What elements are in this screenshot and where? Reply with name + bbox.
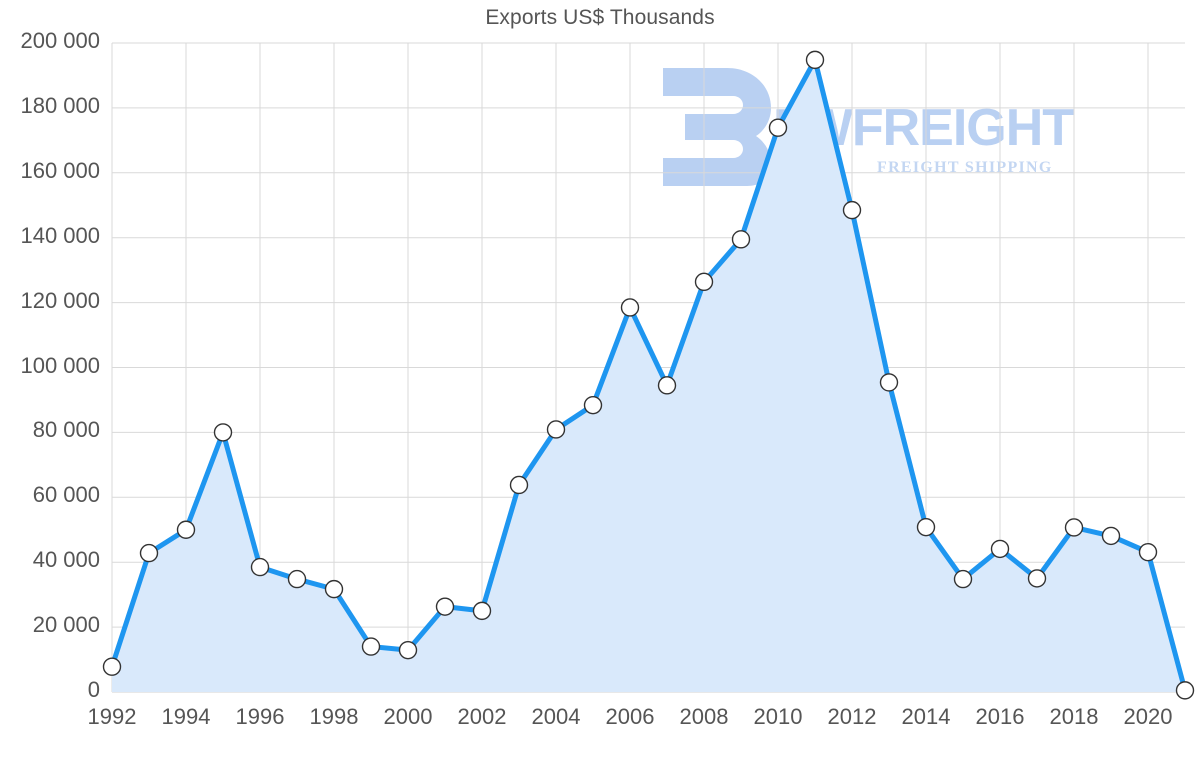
y-axis-tick-label: 200 000	[20, 28, 100, 53]
x-axis-tick-label: 1992	[87, 704, 137, 729]
y-axis-tick-label: 140 000	[20, 222, 100, 248]
data-point-marker[interactable]	[546, 420, 566, 439]
data-point-markers[interactable]	[102, 50, 1195, 700]
data-point-marker[interactable]	[879, 373, 899, 392]
data-point-marker[interactable]	[213, 423, 233, 442]
x-axis-tick-label: 2018	[1049, 704, 1099, 729]
x-axis-tick-label: 2020	[1123, 704, 1173, 729]
x-axis-tick-label: 1996	[235, 704, 285, 729]
data-point-marker[interactable]	[176, 520, 196, 539]
x-axis-tick-label: 2008	[679, 704, 729, 729]
data-point-marker[interactable]	[1064, 518, 1084, 537]
y-axis-tick-label: 60 000	[32, 482, 100, 508]
data-point-marker[interactable]	[287, 569, 307, 589]
data-point-marker[interactable]	[139, 543, 159, 563]
y-axis-tick-label: 160 000	[20, 157, 100, 183]
y-axis-tick-label: 100 000	[20, 352, 100, 378]
x-axis-tick-label: 2012	[827, 704, 877, 729]
y-axis-tick-label: 120 000	[20, 287, 100, 313]
data-point-marker[interactable]	[102, 657, 122, 676]
x-axis-tick-label: 1998	[309, 704, 359, 729]
y-axis-tick-label: 180 000	[20, 92, 100, 118]
y-axis-tick-label: 0	[87, 677, 100, 702]
data-point-marker[interactable]	[694, 272, 714, 292]
data-point-marker[interactable]	[842, 200, 862, 220]
data-point-marker[interactable]	[620, 298, 640, 317]
data-point-marker[interactable]	[509, 475, 529, 495]
data-point-marker[interactable]	[435, 597, 455, 616]
data-point-marker[interactable]	[398, 640, 418, 660]
x-axis-tick-label: 2010	[753, 704, 803, 729]
x-axis-tick-label: 2004	[531, 704, 581, 729]
data-point-marker[interactable]	[953, 569, 973, 589]
x-axis-tick-label: 2002	[457, 704, 507, 729]
x-axis-tick-label: 2000	[383, 704, 433, 729]
data-point-marker[interactable]	[472, 601, 492, 621]
data-point-marker[interactable]	[990, 539, 1010, 559]
data-point-marker[interactable]	[731, 230, 751, 249]
area-fill	[112, 59, 1185, 693]
data-point-marker[interactable]	[361, 637, 381, 656]
data-point-marker[interactable]	[1027, 569, 1047, 588]
data-point-marker[interactable]	[768, 118, 788, 137]
y-axis-tick-label: 20 000	[32, 612, 100, 638]
data-point-marker[interactable]	[1101, 526, 1121, 546]
x-axis-tick-label: 2006	[605, 704, 655, 729]
data-point-marker[interactable]	[583, 395, 603, 415]
x-axis-tick-label: 2016	[975, 704, 1025, 729]
data-point-marker[interactable]	[1138, 542, 1158, 562]
data-point-marker[interactable]	[657, 376, 677, 395]
x-axis-tick-label: 1994	[161, 704, 211, 729]
data-point-marker[interactable]	[1175, 681, 1195, 700]
y-axis-tick-label: 80 000	[32, 417, 100, 443]
x-axis-tick-label: 2014	[901, 704, 951, 729]
data-point-marker[interactable]	[324, 579, 344, 599]
data-point-marker[interactable]	[916, 517, 936, 537]
data-point-marker[interactable]	[250, 557, 270, 577]
y-axis-tick-label: 40 000	[32, 547, 100, 573]
chart-title: Exports US$ Thousands	[485, 6, 715, 29]
data-point-marker[interactable]	[805, 50, 825, 70]
